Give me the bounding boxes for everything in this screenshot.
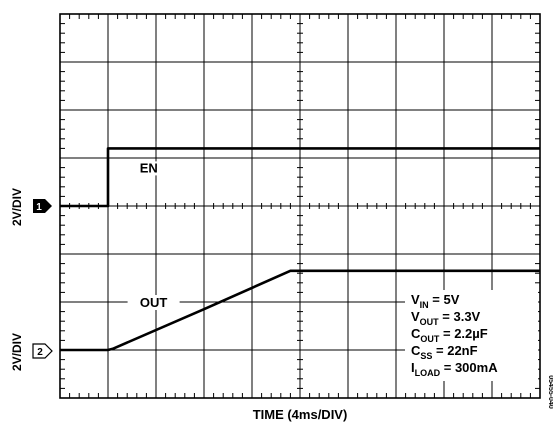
conditions-background <box>405 290 538 381</box>
channel-2-number: 2 <box>37 347 43 358</box>
trace-en <box>60 147 540 208</box>
graticule-ticks <box>60 14 540 398</box>
figure-id: 05455-040 <box>547 375 553 409</box>
channel-2-marker: 2 <box>32 343 53 359</box>
condition-line: VOUT = 3.3V <box>411 309 481 327</box>
trace-out <box>60 269 540 352</box>
graticule-grid <box>60 14 540 398</box>
condition-line: COUT = 2.2µF <box>411 326 488 344</box>
series-label-en: EN <box>140 160 158 175</box>
channel-1-marker: 1 <box>33 199 52 213</box>
traces <box>60 147 540 352</box>
channel-2-scale-label: 2V/DIV <box>10 333 24 371</box>
channel-1-scale-label: 2V/DIV <box>10 188 24 226</box>
out-label-background <box>127 295 180 310</box>
condition-line: CSS = 22nF <box>411 343 478 361</box>
series-label-out: OUT <box>140 295 168 310</box>
condition-line: ILOAD = 300mA <box>411 360 498 378</box>
en-label-background <box>126 161 171 176</box>
channel-1-number: 1 <box>36 202 42 213</box>
condition-line: VIN = 5V <box>411 292 460 310</box>
x-axis-label: TIME (4ms/DIV) <box>253 407 348 422</box>
